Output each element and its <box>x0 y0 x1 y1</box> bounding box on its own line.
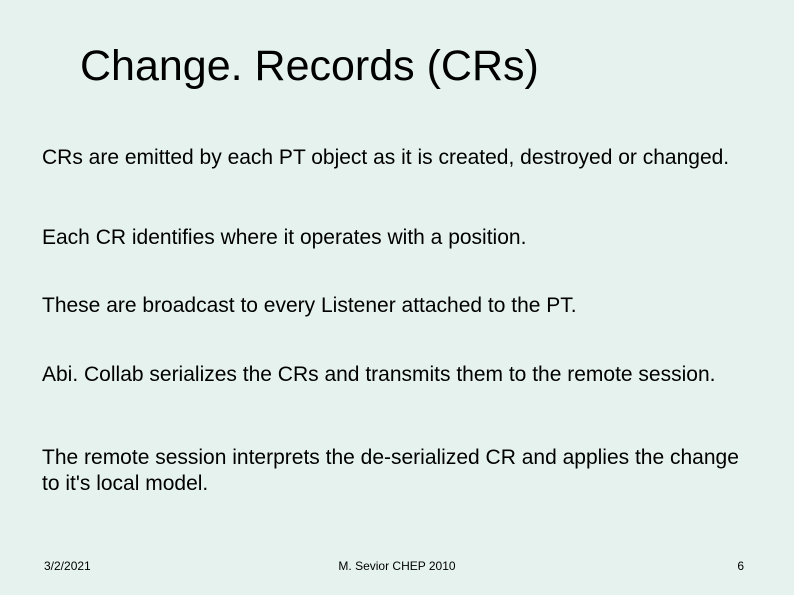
footer-page-number: 6 <box>737 559 744 573</box>
footer-center: M. Sevior CHEP 2010 <box>338 559 455 573</box>
paragraph-1: CRs are emitted by each PT object as it … <box>42 145 752 171</box>
paragraph-4: Abi. Collab serializes the CRs and trans… <box>42 362 752 388</box>
slide: Change. Records (CRs) CRs are emitted by… <box>0 0 794 595</box>
slide-title: Change. Records (CRs) <box>80 42 539 91</box>
footer-date: 3/2/2021 <box>44 559 91 573</box>
paragraph-2: Each CR identifies where it operates wit… <box>42 225 752 251</box>
paragraph-3: These are broadcast to every Listener at… <box>42 293 752 319</box>
paragraph-5: The remote session interprets the de-ser… <box>42 445 752 498</box>
